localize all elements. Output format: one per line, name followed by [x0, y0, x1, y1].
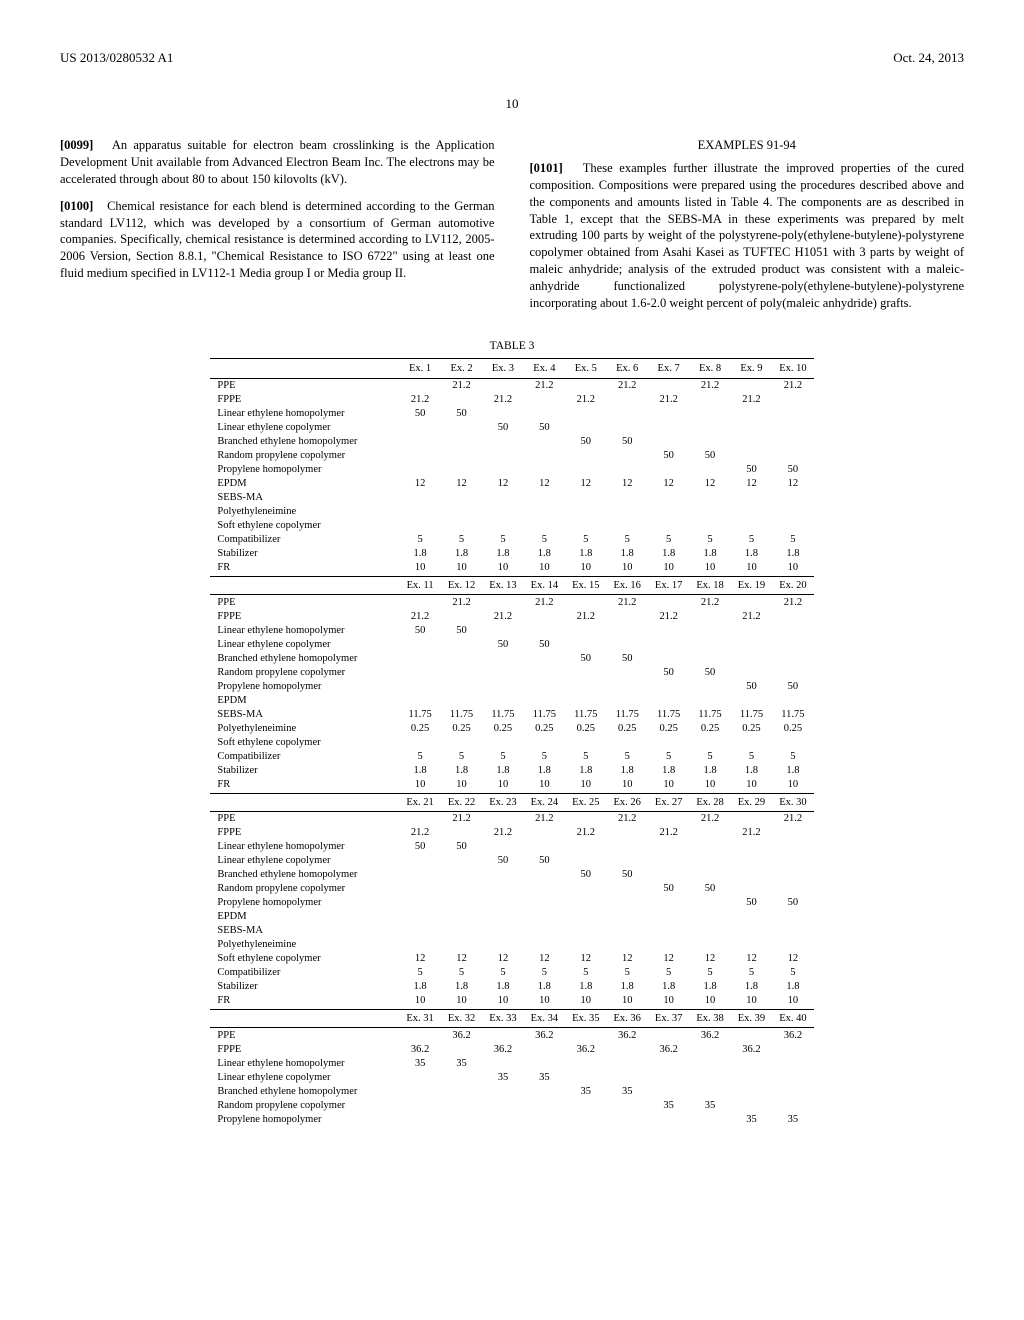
para-0100: [0100] Chemical resistance for each blen… [60, 198, 495, 282]
right-column: EXAMPLES 91-94 [0101] These examples fur… [530, 137, 965, 322]
doc-date: Oct. 24, 2013 [893, 50, 964, 66]
page-number: 10 [60, 96, 964, 112]
section-heading: EXAMPLES 91-94 [530, 137, 965, 154]
table-3: Ex. 1Ex. 2Ex. 3Ex. 4Ex. 5Ex. 6Ex. 7Ex. 8… [210, 358, 813, 1127]
doc-number: US 2013/0280532 A1 [60, 50, 173, 66]
table-title: TABLE 3 [60, 340, 964, 352]
two-column-text: [0099] An apparatus suitable for electro… [60, 137, 964, 322]
page-header: US 2013/0280532 A1 Oct. 24, 2013 [60, 50, 964, 66]
para-0101: [0101] These examples further illustrate… [530, 160, 965, 312]
left-column: [0099] An apparatus suitable for electro… [60, 137, 495, 322]
para-0099: [0099] An apparatus suitable for electro… [60, 137, 495, 188]
